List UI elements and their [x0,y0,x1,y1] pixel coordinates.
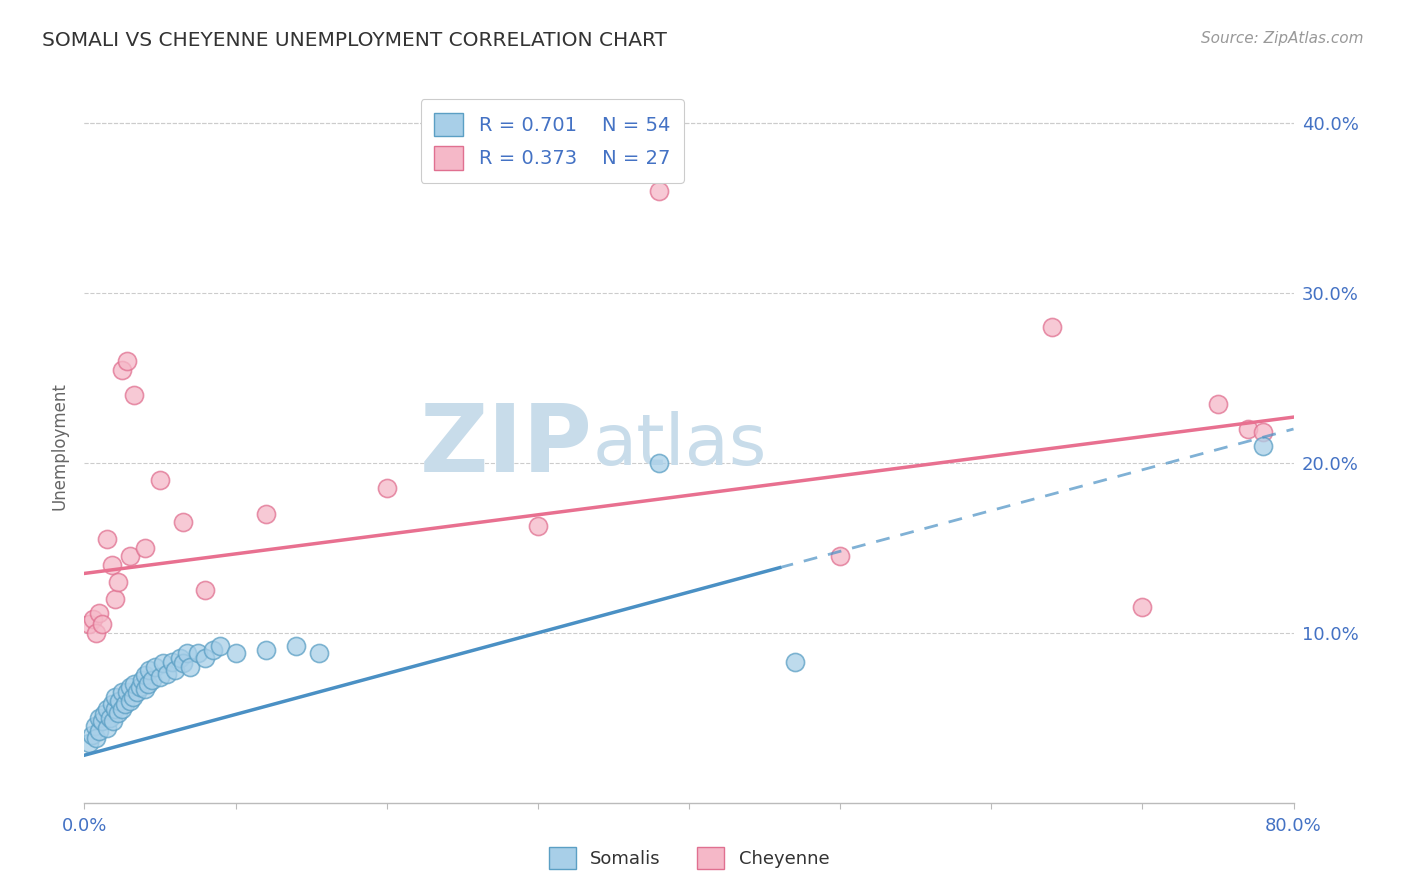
Point [308,646,330,660]
Point [129,680,152,694]
Point [101,714,124,729]
Point [783,655,806,669]
Point [96,533,118,547]
Legend: Somalis, Cheyenne: Somalis, Cheyenne [541,839,837,876]
Point [134,681,156,696]
Text: SOMALI VS CHEYENNE UNEMPLOYMENT CORRELATION CHART: SOMALI VS CHEYENNE UNEMPLOYMENT CORRELAT… [42,31,666,50]
Point [86,731,108,746]
Point [96,721,118,735]
Point [111,702,134,716]
Point [1253,425,1275,440]
Point [136,677,159,691]
Point [114,698,136,712]
Point [127,685,149,699]
Point [1130,600,1153,615]
Point [1253,439,1275,453]
Point [107,706,129,720]
Y-axis label: Unemployment: Unemployment [51,382,69,510]
Point [122,388,145,402]
Point [115,685,138,699]
Point [104,702,127,716]
Point [111,362,134,376]
Point [648,456,671,470]
Point [86,626,108,640]
Point [80,728,103,742]
Point [131,673,153,688]
Point [89,711,111,725]
Point [111,685,134,699]
Point [187,646,209,660]
Point [118,549,141,564]
Text: Source: ZipAtlas.com: Source: ZipAtlas.com [1201,31,1364,46]
Point [98,711,121,725]
Point [165,663,187,677]
Text: atlas: atlas [592,411,766,481]
Point [1206,396,1229,410]
Point [138,663,160,677]
Point [194,651,217,665]
Point [118,694,141,708]
Point [194,583,217,598]
Point [141,673,163,688]
Point [149,473,172,487]
Text: ZIP: ZIP [419,400,592,492]
Point [1237,422,1260,436]
Point [108,694,131,708]
Point [82,612,104,626]
Point [201,643,224,657]
Point [115,354,138,368]
Point [100,558,122,572]
Point [89,606,111,620]
Point [96,702,118,716]
Point [830,549,852,564]
Point [100,698,122,712]
Point [285,640,308,654]
Point [254,507,277,521]
Point [93,707,115,722]
Point [121,690,143,705]
Point [648,184,671,198]
Point [91,617,114,632]
Point [134,541,156,555]
Point [172,657,194,671]
Point [91,714,114,729]
Point [104,591,127,606]
Point [179,660,201,674]
Point [375,482,398,496]
Point [254,643,277,657]
Point [225,646,247,660]
Point [107,574,129,589]
Point [104,690,127,705]
Point [149,670,172,684]
Point [84,719,107,733]
Point [118,680,141,694]
Point [527,519,550,533]
Point [122,677,145,691]
Point [89,724,111,739]
Point [77,736,100,750]
Point [77,617,100,632]
Point [169,651,191,665]
Point [176,646,198,660]
Point [152,657,174,671]
Point [156,666,179,681]
Point [134,668,156,682]
Point [1040,320,1063,334]
Point [160,655,183,669]
Point [209,640,232,654]
Point [145,660,167,674]
Point [172,516,194,530]
